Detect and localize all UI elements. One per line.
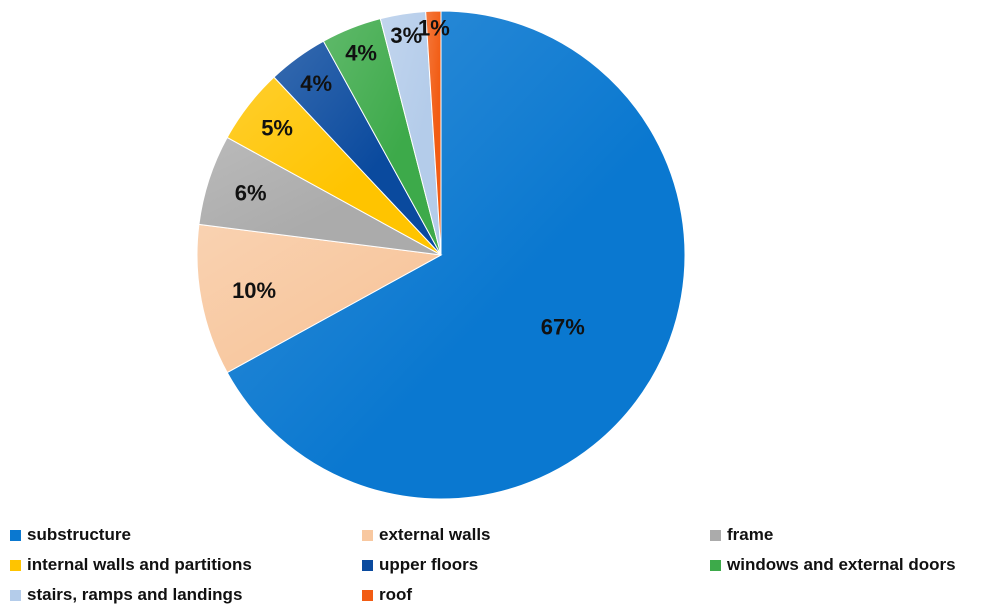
legend-label: frame bbox=[727, 525, 774, 544]
pie-chart: 67% 10% 6% 5% 4% 4% 3%1% bbox=[196, 10, 686, 500]
slice-label: 4% bbox=[345, 41, 377, 66]
pie-slice-sheen bbox=[198, 137, 441, 255]
pie-slice-sheen bbox=[227, 77, 441, 255]
legend-swatch bbox=[10, 589, 21, 601]
legend-swatch bbox=[710, 559, 721, 571]
pie-slice-sheen bbox=[273, 41, 441, 256]
legend-label: substructure bbox=[27, 525, 131, 544]
legend-swatch bbox=[362, 589, 373, 601]
legend-swatch bbox=[10, 529, 21, 541]
legend-swatch bbox=[362, 529, 373, 541]
legend: substructure external walls frame internal … bbox=[0, 522, 998, 608]
legend-label: internal walls and partitions bbox=[27, 555, 252, 574]
pie-slice-sheen bbox=[196, 224, 441, 373]
slice-label: 6% bbox=[235, 181, 267, 206]
slice-label: 5% bbox=[261, 115, 293, 140]
slice-label: 1% bbox=[418, 16, 450, 41]
legend-label: upper floors bbox=[379, 555, 479, 574]
legend-label: external walls bbox=[379, 525, 491, 544]
legend-item: substructure bbox=[10, 524, 131, 546]
legend-item: external walls bbox=[362, 524, 491, 546]
pie-labels: 67% 10% 6% 5% 4% 4% 3%1% bbox=[232, 16, 585, 340]
slice-label: 67% bbox=[541, 315, 585, 340]
legend-label: windows and external doors bbox=[727, 555, 956, 574]
legend-swatch bbox=[710, 529, 721, 541]
legend-swatch bbox=[362, 559, 373, 571]
legend-item: windows and external doors bbox=[710, 554, 956, 576]
slice-label: 3% bbox=[390, 23, 422, 48]
legend-item: roof bbox=[362, 584, 412, 606]
legend-item: internal walls and partitions bbox=[10, 554, 252, 576]
legend-item: stairs, ramps and landings bbox=[10, 584, 242, 606]
legend-item: frame bbox=[710, 524, 773, 546]
legend-label: roof bbox=[379, 585, 413, 604]
pie-slice-sheen bbox=[323, 18, 441, 256]
pie-slice-sheen bbox=[425, 10, 441, 255]
pie-slices bbox=[196, 10, 686, 500]
pie-slice-sheen bbox=[227, 11, 685, 499]
legend-swatch bbox=[10, 559, 21, 571]
slice-label: 4% bbox=[300, 71, 332, 96]
legend-item: upper floors bbox=[362, 554, 478, 576]
slice-label: 10% bbox=[232, 278, 276, 303]
pie-slice-sheen bbox=[380, 11, 441, 256]
legend-label: stairs, ramps and landings bbox=[27, 585, 243, 604]
